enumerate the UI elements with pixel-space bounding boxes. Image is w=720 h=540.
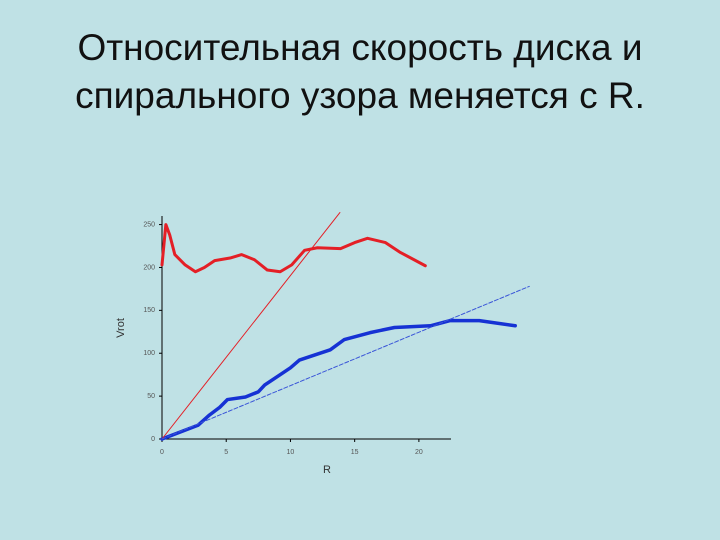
y-tick-label: 50 — [147, 393, 155, 400]
y-tick-label: 200 — [143, 264, 155, 271]
y-axis-label: Vrot — [115, 318, 127, 338]
title-line: Относительная скорость диска и — [77, 27, 643, 68]
x-tick-label: 10 — [287, 449, 295, 456]
series-line — [161, 285, 530, 440]
y-tick-label: 150 — [143, 307, 155, 314]
x-axis-label: R — [323, 464, 331, 476]
series-line — [161, 212, 341, 440]
title-line: спирального узора меняется с R. — [75, 75, 645, 116]
x-tick-label: 20 — [415, 449, 423, 456]
x-tick-label: 0 — [160, 449, 164, 456]
x-tick-label: 15 — [351, 449, 359, 456]
series-line — [160, 223, 427, 274]
y-tick-label: 100 — [143, 350, 155, 357]
y-tick-label: 250 — [143, 221, 155, 228]
x-tick-label: 5 — [224, 449, 228, 456]
series-line — [160, 318, 517, 441]
y-tick-label: 0 — [151, 436, 155, 443]
